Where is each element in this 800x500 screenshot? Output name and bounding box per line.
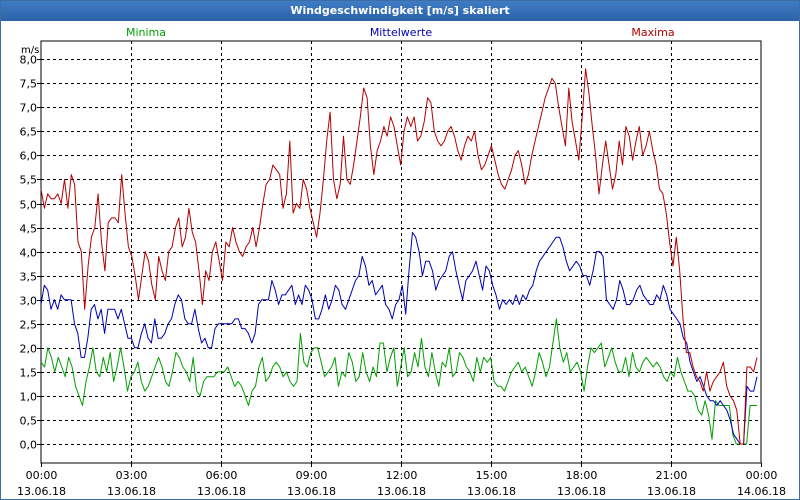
x-tick-time-label: 15:00 [476,469,508,482]
series-line-mittelwerte [40,231,758,445]
y-tick-label: 5,0 [20,199,38,212]
legend-maxima: Maxima [631,26,674,39]
x-tick-date-label: 13.06.18 [107,485,156,498]
y-tick-label: 5,5 [20,174,38,187]
y-tick-label: 3,5 [20,271,38,284]
chart-title: Windgeschwindigkeit [m/s] skaliert [1,1,799,21]
y-tick-label: 7,0 [20,102,38,115]
y-tick-label: 4,5 [20,223,38,236]
x-tick-date-label: 13.06.18 [557,485,606,498]
x-tick-time-label: 00:00 [746,469,778,482]
x-tick-time-label: 12:00 [386,469,418,482]
x-tick-time-label: 06:00 [206,469,238,482]
x-tick-time-label: 03:00 [116,469,148,482]
y-tick-label: 0,0 [20,439,38,452]
legend-minima: Minima [126,26,166,39]
y-tick-label: 6,5 [20,126,38,139]
series-line-maxima [40,68,758,445]
y-tick-label: 2,0 [20,343,38,356]
y-tick-label: 4,0 [20,247,38,260]
series-line-minima [40,318,757,445]
x-tick-time-label: 18:00 [566,469,598,482]
y-tick-label: 3,0 [20,295,38,308]
legend-mittelwerte: Mittelwerte [370,26,433,39]
x-tick-date-label: 14.06.18 [737,485,786,498]
y-tick-label: 0,5 [20,415,38,428]
x-tick-time-label: 09:00 [296,469,328,482]
x-tick-time-label: 00:00 [26,469,58,482]
y-axis-label: m/s [21,45,39,56]
y-tick-label: 6,0 [20,150,38,163]
y-tick-label: 8,0 [20,54,38,67]
x-tick-date-label: 13.06.18 [647,485,696,498]
x-tick-date-label: 13.06.18 [467,485,516,498]
y-tick-label: 7,5 [20,78,38,91]
x-tick-date-label: 13.06.18 [287,485,336,498]
y-tick-label: 1,0 [20,391,38,404]
x-tick-time-label: 21:00 [656,469,688,482]
y-tick-label: 2,5 [20,319,38,332]
x-tick-date-label: 13.06.18 [17,485,66,498]
y-tick-label: 1,5 [20,367,38,380]
x-tick-date-label: 13.06.18 [377,485,426,498]
x-tick-date-label: 13.06.18 [197,485,246,498]
